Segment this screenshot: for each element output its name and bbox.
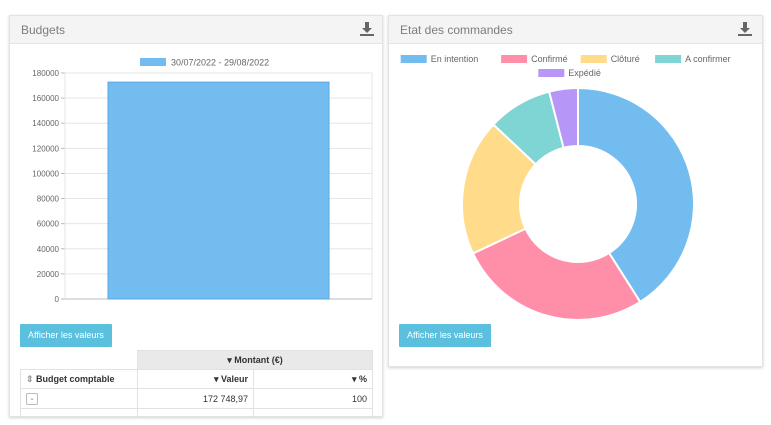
- donut-slice: [471, 227, 642, 321]
- table-empty-corner: [20, 350, 138, 370]
- y-tick-label: 180000: [32, 69, 59, 78]
- y-tick-label: 140000: [32, 119, 59, 128]
- orders-donut-chart: En intention Confirmé Clôturé A confirmer Ex…: [400, 54, 731, 321]
- donut-slice: [461, 123, 538, 255]
- y-tick-label: 100000: [32, 169, 59, 178]
- download-icon[interactable]: [359, 21, 375, 37]
- y-tick-label: 60000: [37, 220, 60, 229]
- valeur-header[interactable]: ▾ Valeur: [137, 369, 254, 389]
- montant-header[interactable]: ▾ Montant (€): [137, 350, 373, 370]
- y-tick-label: 120000: [32, 144, 59, 153]
- percent-header[interactable]: ▾ %: [253, 369, 373, 389]
- legend-swatch: [140, 58, 166, 66]
- orders-panel: Etat des commandes En intention Confirmé C…: [388, 15, 763, 367]
- download-icon[interactable]: [737, 21, 753, 37]
- budgets-panel: Budgets 30/07/2022 - 29/08/2022 0 20000 400…: [9, 15, 383, 417]
- orders-panel-header: Etat des commandes: [389, 16, 762, 44]
- y-tick-label: 20000: [37, 270, 60, 279]
- budgets-show-values-button[interactable]: Afficher les valeurs: [20, 324, 112, 347]
- legend-label: Expédié: [568, 68, 601, 78]
- donut-slice: [577, 86, 695, 304]
- legend-label: Confirmé: [531, 54, 568, 64]
- sort-desc-icon: ▾: [213, 373, 221, 384]
- orders-show-values-button[interactable]: Afficher les valeurs: [399, 324, 491, 347]
- sort-icon: ⇕: [26, 373, 37, 384]
- legend-label: 30/07/2022 - 29/08/2022: [171, 58, 269, 68]
- legend-swatch: [538, 69, 565, 77]
- orders-title: Etat des commandes: [400, 23, 513, 37]
- y-tick-label: 160000: [32, 94, 59, 103]
- legend-swatch: [580, 55, 607, 63]
- budget-comptable-header[interactable]: ⇕ Budget comptable: [20, 369, 138, 389]
- table-row: [20, 408, 373, 417]
- bar: [107, 81, 330, 300]
- budgets-values-table: ▾ Montant (€) ⇕ Budget comptable ▾ Valeu…: [20, 350, 373, 417]
- legend-swatch: [655, 55, 682, 63]
- donut-slice: [547, 86, 579, 150]
- y-tick-label: 80000: [37, 195, 60, 204]
- budgets-bar-chart: 30/07/2022 - 29/08/2022 0 20000 40000 60000 8…: [32, 58, 373, 304]
- budgets-panel-header: Budgets: [10, 16, 382, 44]
- legend-swatch: [501, 55, 528, 63]
- legend-label: A confirmer: [685, 54, 731, 64]
- valeur-cell: 172 748,97: [137, 388, 254, 409]
- sort-desc-icon: ▾: [351, 373, 359, 384]
- percent-cell: 100: [253, 388, 373, 409]
- sort-desc-icon: ▾: [227, 354, 235, 365]
- y-tick-label: 40000: [37, 245, 60, 254]
- y-tick-label: 0: [55, 295, 60, 304]
- budgets-title: Budgets: [21, 23, 66, 37]
- legend-label: Clôturé: [611, 54, 640, 64]
- legend-label: En intention: [431, 54, 479, 64]
- row-expander-cell: ⌄: [20, 388, 138, 409]
- table-row: ⌄ 172 748,97 100: [20, 388, 373, 409]
- legend-swatch: [400, 55, 427, 63]
- expand-row-button[interactable]: ⌄: [26, 393, 38, 405]
